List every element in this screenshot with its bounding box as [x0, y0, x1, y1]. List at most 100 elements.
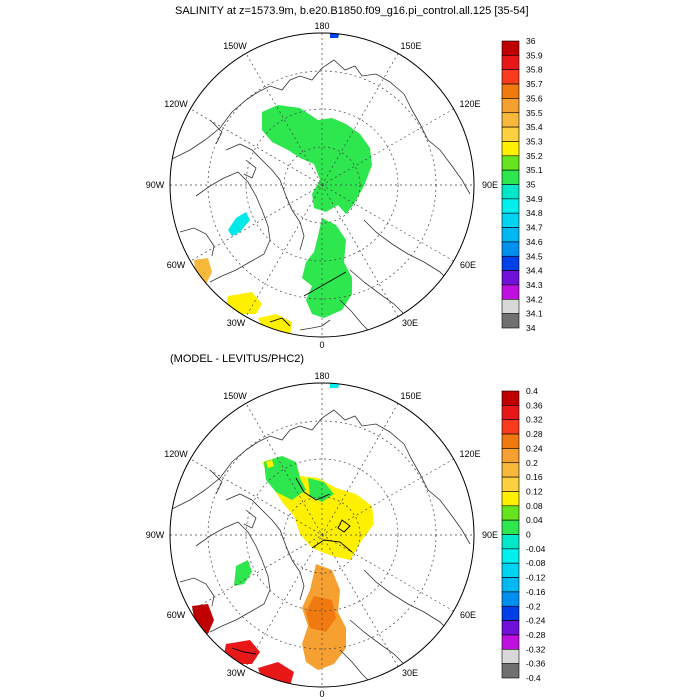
top-colorbar-label: 34.9 — [526, 194, 543, 204]
top-colorbar-swatch — [501, 155, 520, 171]
top-colorbar-swatch — [501, 126, 520, 142]
top-colorbar-label: 34.5 — [526, 251, 543, 261]
top-colorbar-swatch — [501, 112, 520, 128]
bottom-colorbar-label: 0 — [526, 530, 531, 540]
bottom-colorbar-label: 0.08 — [526, 501, 543, 511]
top-colorbar-swatch — [501, 55, 520, 70]
bottom-colorbar-swatch — [501, 534, 520, 550]
top-lon-label-120e: 120E — [459, 99, 480, 109]
bottom-field-dot-yellow — [266, 460, 274, 468]
top-colorbar-label: 34.1 — [526, 309, 543, 319]
bottom-colorbar-label: -0.4 — [526, 673, 541, 683]
bottom-lon-label-180: 180 — [314, 371, 329, 381]
bottom-map-title: (MODEL - LEVITUS/PHC2) — [170, 353, 305, 365]
bottom-colorbar-label: -0.36 — [526, 659, 546, 669]
top-field-south-yellow1 — [226, 292, 262, 314]
top-lon-label-90w: 90W — [146, 180, 165, 190]
top-colorbar-swatch — [501, 169, 520, 185]
top-map-title: SALINITY at z=1573.9m, b.e20.B1850.f09_g… — [175, 5, 529, 17]
bottom-colorbar-label: 0.12 — [526, 486, 543, 496]
bottom-colorbar-label: 0.32 — [526, 415, 543, 425]
top-graticule — [170, 33, 474, 337]
bottom-lon-label-150e: 150E — [400, 391, 421, 401]
top-field-arctic-green — [262, 105, 372, 214]
bottom-colorbar-label: -0.16 — [526, 587, 546, 597]
top-colorbar-label: 34.7 — [526, 223, 543, 233]
bottom-colorbar-swatch — [501, 519, 520, 535]
bottom-colorbar-label: 0.04 — [526, 515, 543, 525]
bottom-colorbar-swatch — [501, 562, 520, 578]
top-colorbar-swatch — [501, 241, 520, 257]
bottom-lon-label-0: 0 — [319, 689, 324, 699]
bottom-field-green-patch2 — [308, 478, 334, 502]
top-lon-label-0: 0 — [319, 340, 324, 350]
top-colorbar-swatch — [501, 298, 520, 314]
top-colorbar-label: 34.8 — [526, 208, 543, 218]
top-lon-label-120w: 120W — [164, 99, 188, 109]
top-coastlines — [170, 59, 471, 335]
top-polar-map: 180 150E 120E 90E 60E 30E 0 30W 60W 90W … — [146, 21, 498, 350]
bottom-colorbar-swatch — [501, 505, 520, 521]
top-colorbar-label: 35.2 — [526, 151, 543, 161]
top-colorbar-label: 35.1 — [526, 165, 543, 175]
top-colorbar-swatch — [501, 40, 520, 56]
bottom-colorbar-swatch — [501, 634, 520, 650]
bottom-colorbar-swatch — [501, 620, 520, 636]
bottom-colorbar-swatch — [501, 605, 520, 621]
bottom-colorbar-label: -0.04 — [526, 544, 546, 554]
bottom-colorbar-label: 0.24 — [526, 443, 543, 453]
bottom-lon-label-120e: 120E — [459, 449, 480, 459]
bottom-lon-label-150w: 150W — [223, 391, 247, 401]
bottom-lon-label-60w: 60W — [167, 610, 186, 620]
top-colorbar: 36 35.9 35.8 35.7 35.6 35.5 35.4 35.3 35.2 35.1 35… — [501, 36, 543, 333]
top-colorbar-swatch — [501, 198, 520, 214]
bottom-colorbar-label: 0.16 — [526, 472, 543, 482]
bottom-lon-label-120w: 120W — [164, 449, 188, 459]
top-colorbar-swatch — [501, 184, 520, 200]
bottom-colorbar-swatch — [501, 448, 520, 464]
bottom-map-boundary — [169, 382, 475, 688]
top-map-boundary — [169, 32, 475, 338]
top-colorbar-label: 34 — [526, 323, 536, 333]
bottom-colorbar-swatch — [501, 405, 520, 421]
top-colorbar-swatch — [501, 270, 520, 286]
top-colorbar-swatch — [501, 83, 520, 99]
top-colorbar-label: 35.6 — [526, 93, 543, 103]
top-lon-label-60e: 60E — [460, 260, 476, 270]
top-colorbar-label: 35.3 — [526, 136, 543, 146]
bottom-colorbar-label: -0.2 — [526, 601, 541, 611]
bottom-colorbar-swatch — [501, 663, 520, 679]
bottom-graticule — [170, 383, 474, 687]
top-colorbar-swatch — [501, 69, 520, 85]
bottom-colorbar-label: -0.24 — [526, 616, 546, 626]
top-lon-label-60w: 60W — [167, 260, 186, 270]
bottom-coastlines — [170, 409, 471, 685]
bottom-colorbar-swatch — [501, 419, 520, 435]
top-colorbar-swatch — [501, 255, 520, 271]
bottom-colorbar-label: -0.08 — [526, 558, 546, 568]
bottom-colorbar-swatch — [501, 648, 520, 664]
bottom-colorbar: 0.4 0.36 0.32 0.28 0.24 0.2 0.16 0.12 0.08 0.04 0 -… — [501, 386, 546, 683]
top-colorbar-label: 35 — [526, 180, 536, 190]
bottom-colorbar-swatch — [501, 476, 520, 492]
bottom-colorbar-label: 0.2 — [526, 458, 538, 468]
top-colorbar-label: 34.4 — [526, 266, 543, 276]
top-colorbar-label: 35.5 — [526, 108, 543, 118]
top-lon-label-180: 180 — [314, 21, 329, 31]
bottom-colorbar-label: 0.4 — [526, 386, 538, 396]
bottom-colorbar-label: -0.28 — [526, 630, 546, 640]
bottom-colorbar-swatch — [501, 462, 520, 478]
top-colorbar-label: 34.3 — [526, 280, 543, 290]
top-field-atlantic-green — [302, 218, 352, 318]
bottom-field-darkorange-atlantic — [306, 596, 336, 632]
bottom-lon-label-60e: 60E — [460, 610, 476, 620]
top-colorbar-label: 34.6 — [526, 237, 543, 247]
top-colorbar-swatch — [501, 141, 520, 157]
bottom-lon-label-90w: 90W — [146, 530, 165, 540]
top-colorbar-label: 34.2 — [526, 294, 543, 304]
top-contours — [269, 271, 347, 327]
top-colorbar-label: 35.7 — [526, 79, 543, 89]
top-lon-label-90e: 90E — [482, 180, 498, 190]
bottom-colorbar-swatch — [501, 591, 520, 607]
bottom-lon-label-30w: 30W — [227, 668, 246, 678]
